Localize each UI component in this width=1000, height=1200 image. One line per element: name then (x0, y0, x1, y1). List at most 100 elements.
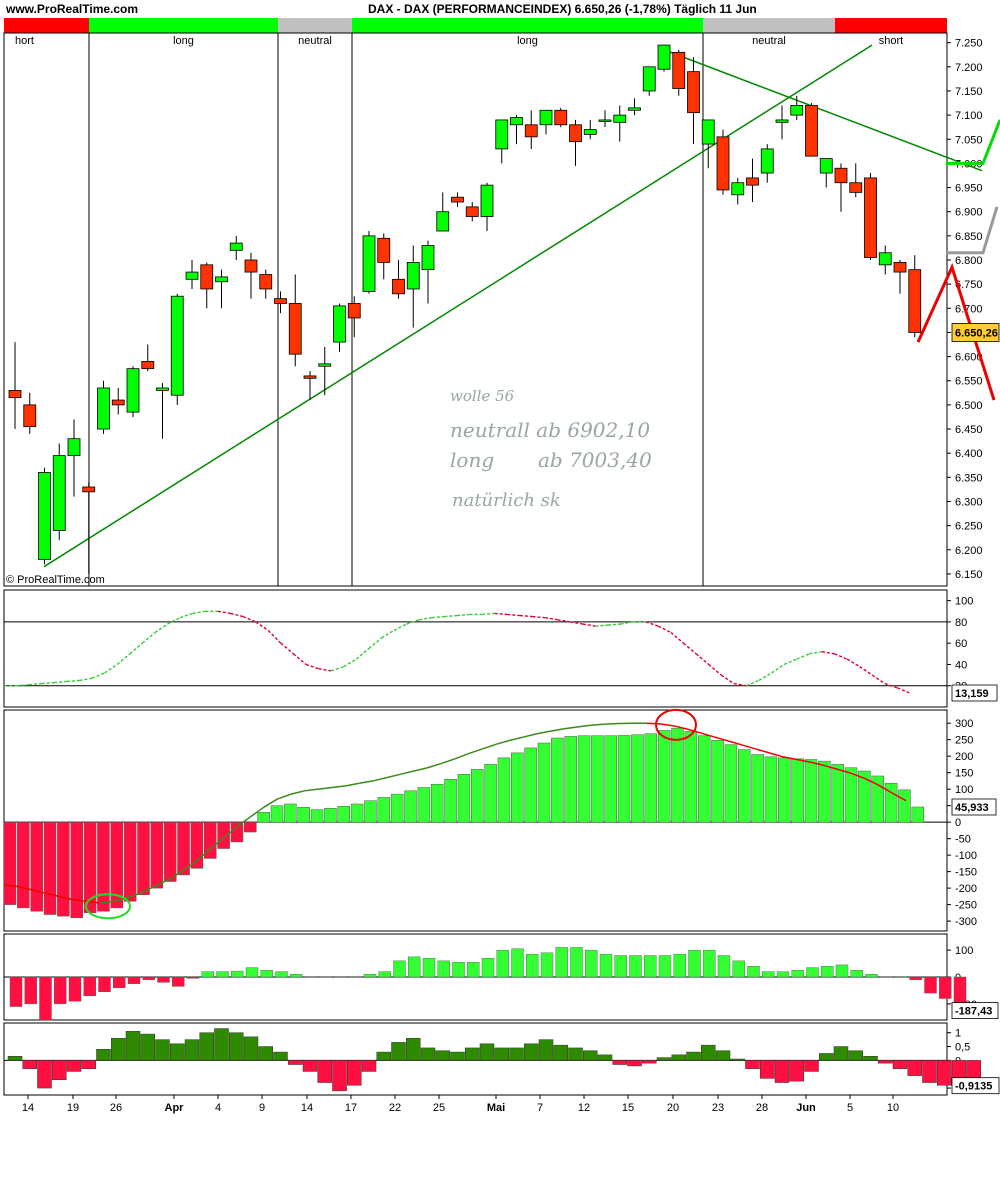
histogram-bar (833, 1046, 849, 1061)
y-tick-label: -300 (955, 916, 977, 928)
y-tick-label: 7.250 (955, 38, 983, 50)
histogram-bar (497, 757, 511, 823)
x-tick-label: 7 (537, 1102, 543, 1114)
signal-line-segment (673, 725, 688, 730)
y-tick-label: -100 (955, 850, 977, 862)
histogram-bar (257, 812, 270, 823)
y-tick-label: 80 (955, 617, 967, 629)
signal-line-segment (523, 733, 538, 738)
signal-line-segment (413, 766, 428, 772)
candle-body (377, 237, 391, 263)
x-tick-label: 26 (110, 1102, 122, 1114)
y-tick-label: -50 (955, 834, 971, 846)
panel-frame-2 (3, 589, 948, 708)
y-tick-label: 0 (955, 817, 961, 829)
candle-body (760, 148, 774, 174)
histogram-bar (177, 821, 190, 876)
site-label: www.ProRealTime.com (6, 2, 139, 16)
histogram-bar (878, 1060, 893, 1064)
histogram-bar (199, 1032, 214, 1061)
y-tick-label: 6.300 (955, 496, 983, 508)
signal-line-segment (591, 723, 606, 726)
x-tick-label: 23 (712, 1102, 724, 1114)
histogram-bar (858, 770, 871, 823)
histogram-bar (884, 782, 898, 823)
regime-label-1: hort (15, 35, 34, 47)
oscillator-segment (406, 619, 420, 625)
y-tick-label: 6.750 (955, 279, 983, 291)
histogram-bar (553, 1044, 568, 1061)
y-tick-label: 6.800 (955, 255, 983, 267)
candle-body (67, 438, 81, 456)
histogram-bar (471, 769, 484, 823)
histogram-value-box (951, 798, 997, 816)
histogram-bar (140, 1033, 155, 1061)
signal-line-segment (372, 776, 387, 782)
candle-body (170, 295, 184, 396)
oscillator-segment (846, 658, 861, 668)
regime-label-5: neutral (752, 35, 786, 47)
histogram-bar (911, 806, 925, 823)
histogram-bar (317, 1060, 332, 1083)
oscillator-segment (242, 615, 256, 623)
histogram-bar (684, 731, 698, 823)
y-tick-label: 250 (955, 735, 973, 747)
candle-body (731, 182, 745, 196)
y-tick-label: 40 (955, 659, 967, 671)
histogram-bar (245, 967, 259, 978)
oscillator-segment (783, 658, 798, 666)
signal-line-segment (17, 885, 32, 891)
candle-body (510, 117, 523, 126)
candle-body (82, 486, 96, 493)
signal-line-segment (3, 884, 18, 888)
histogram-bar (524, 747, 537, 823)
histogram-bar (270, 805, 284, 823)
candle-body (716, 136, 730, 191)
histogram-bar (715, 1050, 731, 1061)
histogram-bar (217, 821, 230, 849)
signal-line-segment (235, 816, 251, 828)
signal-line-segment (878, 784, 893, 794)
candle-body (701, 119, 715, 145)
histogram-bar (310, 809, 324, 823)
signal-line-segment (714, 736, 729, 742)
histogram-bar (863, 1055, 878, 1061)
oscillator-segment (79, 677, 93, 682)
signal-line-segment (167, 870, 183, 881)
histogram-bar (163, 821, 177, 882)
signal-line-segment (482, 743, 497, 750)
histogram-bar (465, 1047, 480, 1061)
histogram-bar (408, 956, 421, 978)
oscillator-segment (645, 621, 659, 627)
oscillator-segment (16, 683, 30, 687)
histogram-bar (604, 735, 617, 823)
x-tick-label: Mai (487, 1102, 505, 1114)
histogram-bar (260, 970, 273, 978)
candle-body (908, 269, 922, 333)
candle-body (23, 404, 37, 428)
signal-line-segment (646, 722, 661, 725)
uptrend-line (43, 44, 873, 568)
oscillator-segment (897, 687, 911, 694)
histogram-bar (97, 821, 110, 912)
histogram-bar (671, 1054, 686, 1061)
y-tick-label: -200 (955, 883, 977, 895)
histogram-bar (275, 971, 288, 978)
histogram-bar (612, 1060, 627, 1065)
histogram-bar (467, 962, 480, 978)
oscillator-segment (431, 615, 445, 619)
histogram-bar (697, 735, 711, 823)
signal-line-segment (605, 722, 620, 725)
x-tick-label: 19 (67, 1102, 79, 1114)
histogram-bar (806, 967, 819, 978)
oscillator-segment (41, 681, 55, 685)
regime-label-6: short (879, 35, 903, 47)
oscillator-segment (66, 679, 80, 683)
histogram-bar (577, 735, 591, 823)
signal-line-segment (304, 788, 319, 792)
histogram-bar (871, 775, 884, 823)
histogram-bar (110, 821, 124, 909)
candle-body (613, 114, 627, 123)
histogram-value-box (951, 1002, 999, 1019)
x-tick-label: 17 (345, 1102, 357, 1114)
